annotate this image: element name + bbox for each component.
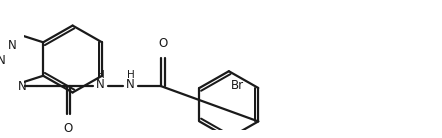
Text: N: N xyxy=(8,39,16,52)
Text: H: H xyxy=(127,70,135,80)
Text: H: H xyxy=(97,70,104,80)
Text: N: N xyxy=(96,78,105,91)
Text: N: N xyxy=(126,78,135,91)
Text: N: N xyxy=(18,80,26,93)
Text: N: N xyxy=(0,54,5,67)
Text: O: O xyxy=(64,122,73,135)
Text: Br: Br xyxy=(231,79,244,92)
Text: O: O xyxy=(158,37,168,50)
